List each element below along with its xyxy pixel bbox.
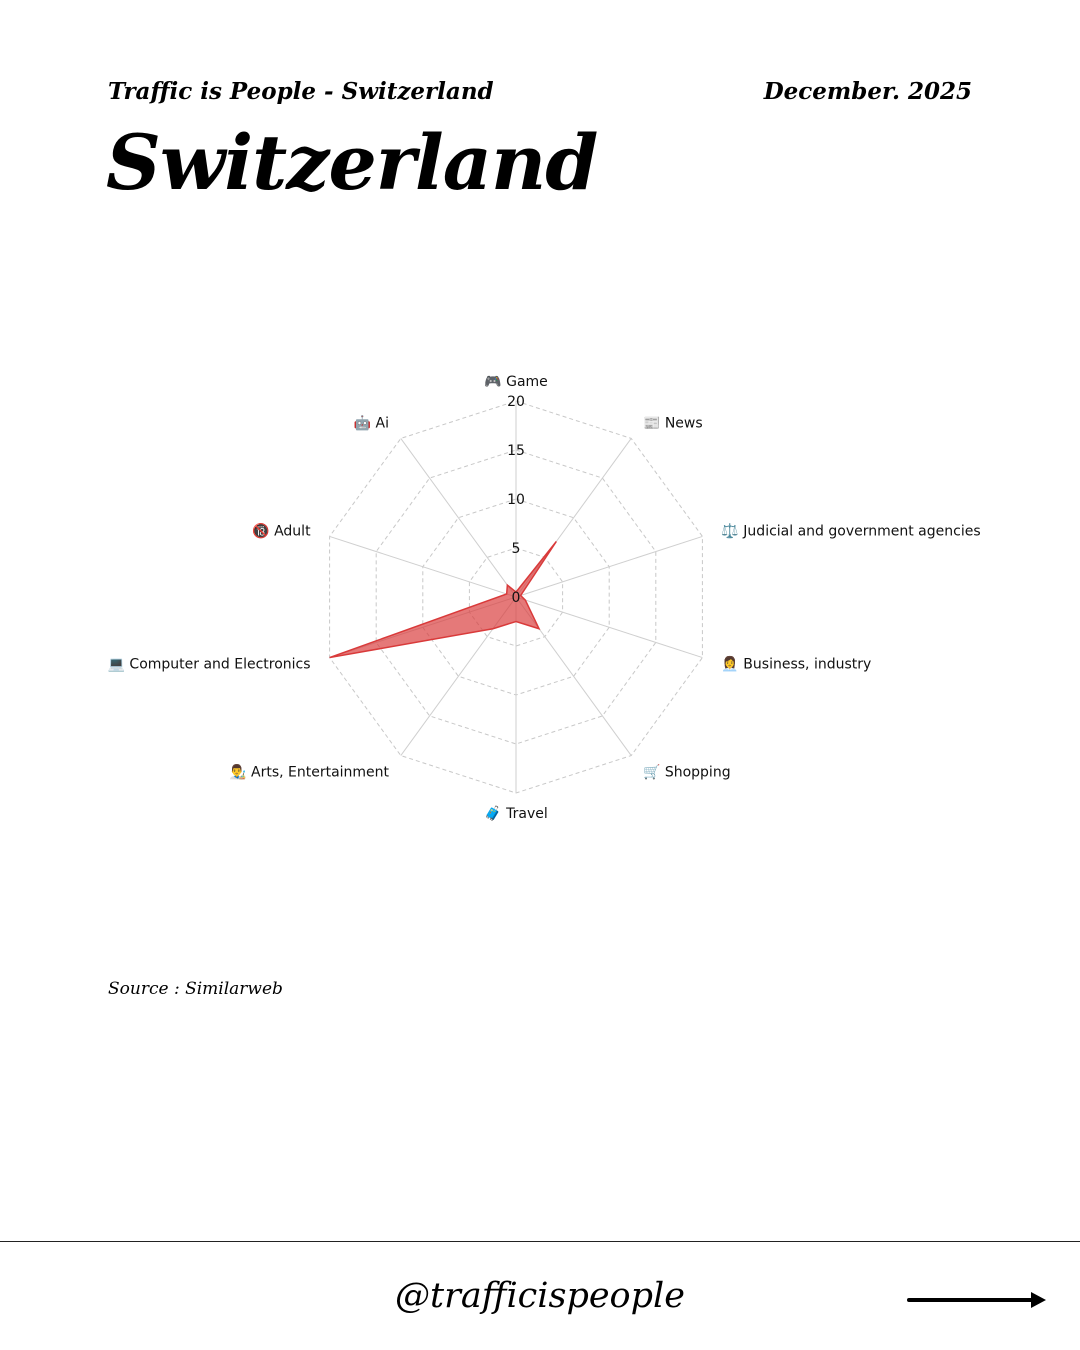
grid-ring [468, 547, 564, 647]
category-label: 🛒 Shopping [643, 764, 731, 781]
next-arrow-icon[interactable] [905, 1288, 1050, 1312]
grid-spoke [329, 535, 517, 598]
radar-ticks: 0 5 10 15 20 [507, 394, 525, 606]
radial-tick-label: 0 [512, 590, 521, 606]
category-label: 🧳 Travel [484, 805, 548, 822]
date-label: December. 2025 [763, 78, 972, 105]
radial-tick-label: 10 [507, 492, 525, 508]
radar-grid [329, 400, 703, 794]
grid-ring [422, 498, 610, 696]
radar-category-labels: 🎮 Game 📰 News ⚖️ Judicial and government a… [108, 374, 981, 822]
grid-spoke [400, 438, 517, 598]
category-label: 🔞 Adult [252, 522, 311, 539]
radial-tick-label: 15 [507, 443, 525, 459]
social-handle: @trafficispeople [395, 1276, 685, 1316]
category-label: 🎮 Game [484, 374, 548, 390]
radar-series [329, 541, 557, 659]
category-label: 👨‍🎨 Arts, Entertainment [229, 764, 389, 781]
source-note: Source : Similarweb [108, 979, 283, 999]
page-title: Switzerland [106, 118, 598, 207]
category-label: 👩‍💼 Business, industry [721, 656, 871, 673]
series-area [329, 541, 557, 659]
grid-ring [329, 400, 703, 794]
series-title: Traffic is People - Switzerland [108, 78, 494, 105]
grid-spoke [515, 596, 703, 659]
grid-spoke [515, 596, 632, 756]
radial-tick-label: 20 [507, 394, 525, 410]
grid-spoke [515, 535, 703, 598]
grid-spoke [329, 596, 517, 659]
category-label: 🤖 Ai [354, 414, 389, 431]
grid-spoke [400, 596, 517, 756]
category-label: 💻 Computer and Electronics [108, 657, 311, 673]
category-label: 📰 News [643, 415, 703, 431]
category-label: ⚖️ Judicial and government agencies [721, 522, 980, 539]
radial-tick-label: 5 [512, 541, 521, 557]
grid-spoke [515, 438, 632, 598]
grid-ring [375, 449, 657, 745]
footer-divider [0, 1241, 1080, 1242]
